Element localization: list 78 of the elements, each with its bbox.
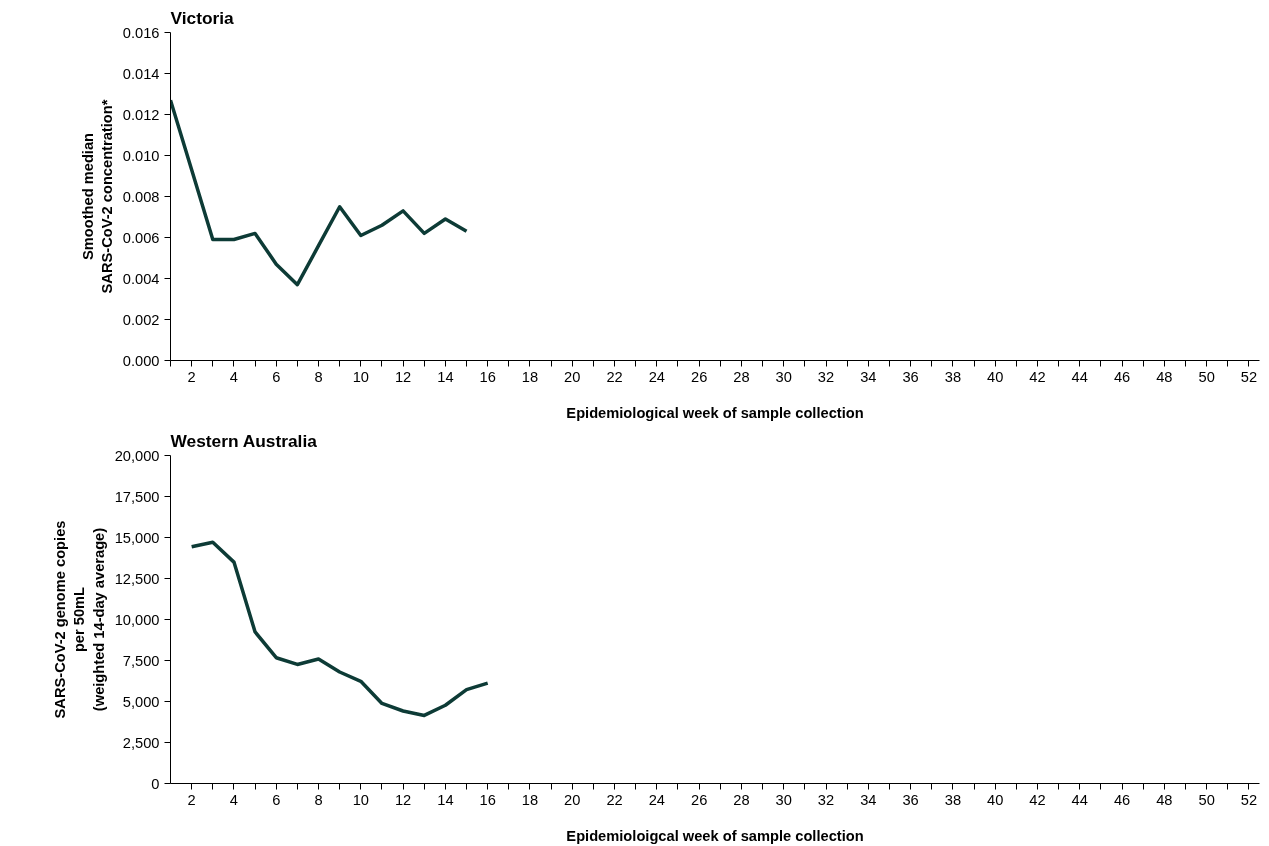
x-tick-label: 50 <box>1198 791 1215 808</box>
y-tick-label: 7,500 <box>122 652 160 669</box>
x-tick-label: 10 <box>352 368 369 385</box>
x-tick-label: 26 <box>690 368 708 385</box>
x-tick-label: 44 <box>1071 368 1088 385</box>
x-tick-label: 46 <box>1113 368 1131 385</box>
y-tick-label: 2,500 <box>122 734 160 751</box>
y-axis-title: Smoothed median SARS-CoV-2 concentration* <box>79 99 115 294</box>
y-tick-label: 0 <box>151 775 160 792</box>
y-tick-label: 5,000 <box>122 693 160 710</box>
x-tick-label: 10 <box>352 791 369 808</box>
x-tick-label: 20 <box>564 368 581 385</box>
x-tick-label: 2 <box>187 368 196 385</box>
x-tick-label: 14 <box>437 791 454 808</box>
x-tick-label: 50 <box>1198 368 1215 385</box>
x-tick-label: 18 <box>521 791 539 808</box>
x-tick-label: 40 <box>987 368 1004 385</box>
x-tick-label: 14 <box>437 368 454 385</box>
x-tick-label: 4 <box>229 368 239 385</box>
x-tick-label: 22 <box>606 368 623 385</box>
x-tick-label: 4 <box>229 791 239 808</box>
x-tick-label: 46 <box>1113 791 1131 808</box>
x-tick-label: 28 <box>733 368 750 385</box>
x-tick-label: 48 <box>1156 368 1173 385</box>
x-tick-label: 12 <box>394 791 412 808</box>
y-tick-label: 0.002 <box>122 311 160 328</box>
x-tick-label: 16 <box>479 791 496 808</box>
y-tick-label: 15,000 <box>114 529 160 546</box>
y-tick-label: 0.012 <box>122 106 160 123</box>
x-tick-label: 20 <box>564 791 581 808</box>
x-tick-label: 38 <box>944 791 962 808</box>
x-tick-label: 22 <box>606 791 623 808</box>
x-tick-label: 2 <box>187 791 196 808</box>
x-tick-label: 18 <box>521 368 539 385</box>
line-series <box>170 98 469 287</box>
x-tick-label: 16 <box>479 368 496 385</box>
y-axis-title: SARS-CoV-2 genome copies per 50mL (weighted 14-day average) <box>52 520 107 719</box>
x-tick-label: 48 <box>1156 791 1173 808</box>
x-tick-label: 6 <box>272 368 281 385</box>
line-series <box>189 540 490 718</box>
x-axis-title: Epidemiological week of sample collection <box>566 404 864 421</box>
x-tick-label: 52 <box>1240 368 1258 385</box>
x-tick-label: 24 <box>648 368 666 385</box>
y-tick-label: 0.000 <box>122 352 160 369</box>
y-tick-label: 0.008 <box>122 188 160 205</box>
x-tick-label: 40 <box>987 791 1004 808</box>
y-tick-label: 0.016 <box>122 24 160 41</box>
x-tick-label: 32 <box>817 368 835 385</box>
y-tick-label: 12,500 <box>114 570 160 587</box>
x-tick-label: 6 <box>272 791 281 808</box>
y-tick-label: 17,500 <box>114 488 160 505</box>
y-tick-label: 0.004 <box>122 270 160 287</box>
x-tick-label: 34 <box>860 368 877 385</box>
x-tick-label: 28 <box>733 791 750 808</box>
chart-title: Victoria <box>170 7 235 28</box>
y-tick-label: 0.006 <box>122 229 160 246</box>
x-tick-label: 26 <box>690 791 708 808</box>
x-tick-label: 42 <box>1029 368 1046 385</box>
x-tick-label: 12 <box>394 368 412 385</box>
y-tick-label: 0.014 <box>122 65 160 82</box>
x-tick-label: 44 <box>1071 791 1088 808</box>
x-tick-label: 36 <box>902 368 919 385</box>
chart-title: Western Australia <box>170 430 318 451</box>
y-tick-label: 20,000 <box>114 447 160 464</box>
x-axis-title: Epidemioloigcal week of sample collection <box>566 827 864 844</box>
x-tick-label: 30 <box>775 368 792 385</box>
x-tick-label: 34 <box>860 791 877 808</box>
x-tick-label: 8 <box>314 368 323 385</box>
y-tick-label: 10,000 <box>114 611 160 628</box>
x-tick-label: 24 <box>648 791 666 808</box>
x-tick-label: 30 <box>775 791 792 808</box>
x-tick-label: 36 <box>902 791 919 808</box>
x-tick-label: 38 <box>944 368 962 385</box>
y-tick-label: 0.010 <box>122 147 160 164</box>
x-tick-label: 8 <box>314 791 323 808</box>
x-tick-label: 32 <box>817 791 835 808</box>
x-tick-label: 42 <box>1029 791 1046 808</box>
x-tick-label: 52 <box>1240 791 1258 808</box>
